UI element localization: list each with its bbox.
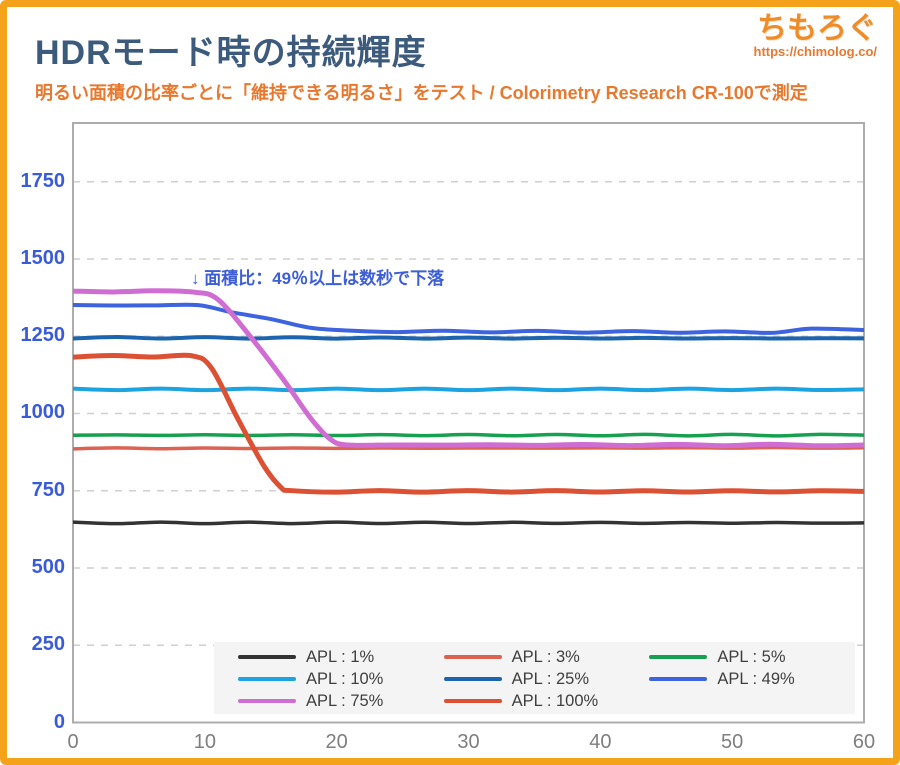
y-tick-label: 250 [31, 633, 65, 656]
legend-item-apl-100: APL : 100% [443, 691, 650, 711]
y-tick-label: 500 [31, 555, 65, 578]
legend-label: APL : 75% [306, 691, 384, 710]
series-line-apl-5 [73, 432, 864, 438]
legend-item-apl-25: APL : 25% [443, 669, 650, 689]
legend-label: APL : 100% [511, 691, 599, 710]
legend-marker-apl-75 [238, 699, 296, 703]
x-tick-label: 50 [721, 731, 744, 753]
legend-item-apl-5: APL : 5% [649, 648, 855, 667]
site-logo-text: ちもろぐ [757, 12, 877, 45]
series-line-apl-10 [73, 386, 864, 393]
legend-label: APL : 5% [717, 647, 786, 666]
y-tick-label: 750 [31, 478, 65, 501]
y-tick-label: 1500 [20, 246, 66, 269]
legend-label: APL : 25% [511, 669, 590, 688]
chart-legend: APL : 1% APL : 3% APL : 5% APL : 10% APL : 2… [214, 642, 855, 714]
site-logo-url: https://chimolog.co/ [753, 43, 878, 59]
legend-label: APL : 3% [511, 647, 580, 666]
site-logo: ちもろぐ https://chimolog.co/ [754, 13, 878, 58]
legend-label: APL : 1% [306, 647, 375, 666]
legend-marker-apl-25 [443, 677, 502, 681]
y-tick-label: 0 [53, 710, 65, 733]
legend-label: APL : 49% [717, 669, 795, 688]
x-tick-label: 20 [325, 731, 348, 753]
chart-annotation: ↓ 面積比：49％以上は数秒で下落 [191, 269, 445, 288]
series-line-apl-100 [73, 352, 864, 495]
legend-label: APL : 10% [306, 669, 384, 688]
series-line-apl-3 [73, 445, 864, 451]
legend-marker-apl-10 [238, 677, 296, 681]
y-tick-label: 1250 [20, 324, 66, 347]
legend-item-apl-75: APL : 75% [238, 692, 444, 711]
series-line-apl-25 [73, 335, 864, 341]
x-tick-label: 0 [67, 731, 79, 753]
x-tick-label: 60 [852, 731, 876, 753]
legend-marker-apl-1 [238, 655, 296, 659]
x-tick-label: 30 [457, 731, 480, 753]
page-subtitle: 明るい面積の比率ごとに「維持できる明るさ」をテスト / Colorimetry … [35, 83, 808, 103]
legend-item-apl-49: APL : 49% [649, 670, 855, 689]
plot-border [72, 122, 865, 724]
legend-item-apl-3: APL : 3% [443, 647, 650, 667]
series-line-apl-75 [73, 288, 864, 449]
legend-marker-apl-100 [443, 699, 502, 703]
series-line-apl-49 [73, 302, 864, 335]
y-tick-label: 1750 [20, 169, 66, 192]
y-tick-label: 1000 [20, 401, 66, 424]
x-tick-label: 10 [193, 731, 216, 753]
page-title: HDRモード時の持続輝度 [35, 34, 427, 72]
legend-marker-apl-5 [649, 655, 708, 659]
legend-item-apl-1: APL : 1% [238, 648, 444, 667]
legend-marker-apl-3 [443, 655, 502, 659]
legend-marker-apl-49 [649, 677, 708, 681]
legend-item-apl-10: APL : 10% [238, 670, 444, 689]
series-line-apl-1 [73, 520, 864, 526]
x-tick-label: 40 [589, 731, 612, 753]
